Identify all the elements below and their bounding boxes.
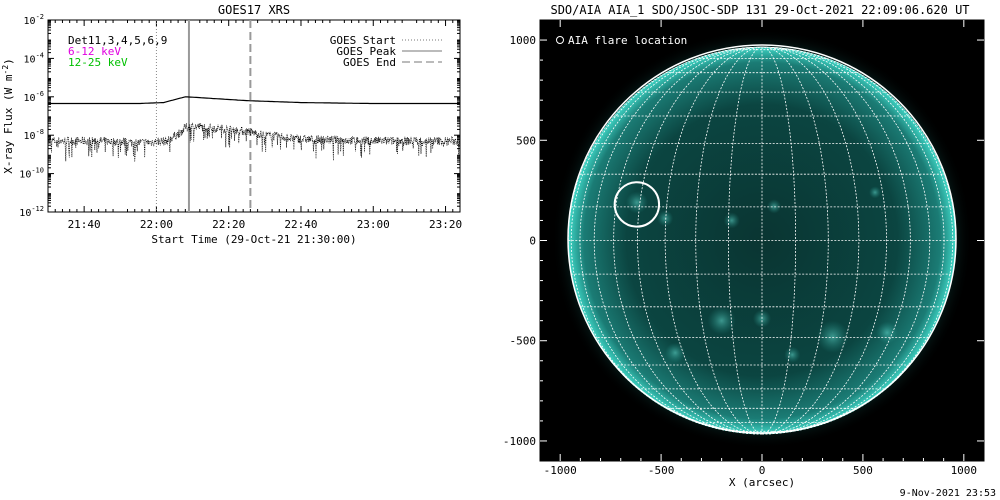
goes-y-tick-label: 10-10 <box>19 167 44 181</box>
goes-x-tick-label: 22:40 <box>284 218 317 231</box>
goes-y-tick-label: 10-12 <box>19 205 44 219</box>
legend-goes-end: GOES End <box>343 56 396 69</box>
goes-event-markers <box>155 20 252 212</box>
aia-bright-region <box>767 199 782 214</box>
aia-x-tick-label: 0 <box>759 464 766 477</box>
goes-x-tick-label: 21:40 <box>68 218 101 231</box>
goes-title: GOES17 XRS <box>218 3 290 17</box>
aia-bright-region <box>657 210 674 227</box>
aia-grid-meridian <box>664 46 763 435</box>
aia-x-tick-label: -500 <box>648 464 675 477</box>
goes-ylabel-sup: -2 <box>1 65 10 75</box>
legend-low-energy: 6-12 keV <box>68 45 121 58</box>
aia-grid-meridian <box>761 46 945 435</box>
aia-grid-meridian <box>761 46 829 435</box>
footer-timestamp: 9-Nov-2021 23:53 <box>900 488 996 499</box>
aia-axes: -1000 -500 0 500 1000 -1000 -500 0 500 1000 <box>503 20 984 477</box>
aia-bright-region <box>868 186 882 199</box>
aia-grid-meridian <box>570 46 763 435</box>
aia-bright-region <box>723 212 740 229</box>
goes-y-tick-label: 10-2 <box>24 13 44 27</box>
aia-grid-meridian <box>695 46 763 435</box>
aia-x-tick-label: -1000 <box>544 464 577 477</box>
aia-grid-meridian <box>761 46 796 435</box>
aia-grid-meridian <box>761 46 954 435</box>
aia-bright-region <box>665 342 686 363</box>
aia-legend-circle-icon <box>556 36 564 44</box>
goes-series-group <box>48 96 460 162</box>
goes-ylabel: X-ray Flux (W m-2) <box>1 58 15 174</box>
aia-title: SDO/AIA AIA_1 SDO/JSOC-SDP 131 29-Oct-20… <box>550 3 969 17</box>
goes-x-axis: 21:40 22:00 22:20 22:40 23:00 23:20 <box>54 20 462 231</box>
aia-y-tick-label: -500 <box>510 335 537 348</box>
aia-bright-regions <box>625 186 899 363</box>
aia-legend-text: AIA flare location <box>568 34 687 47</box>
goes-long-channel-line <box>48 96 460 105</box>
aia-grid-meridian <box>761 46 911 435</box>
aia-grid-meridian <box>579 46 763 435</box>
aia-grid-meridian <box>637 46 763 435</box>
aia-x-tick-label: 1000 <box>951 464 978 477</box>
goes-ylabel-close: ) <box>2 58 15 65</box>
legend-detectors: Det11,3,4,5,6,9 <box>68 34 167 47</box>
aia-grid-meridian <box>728 46 763 435</box>
goes-y-axis: 10-2 10-4 10-6 10-8 10-10 10-12 <box>19 13 460 219</box>
legend-goes-start: GOES Start <box>330 34 396 47</box>
aia-grid-meridian <box>613 46 763 435</box>
aia-flare-location-circle <box>613 181 661 228</box>
aia-y-tick-label: 500 <box>516 134 536 147</box>
goes-short-channel-line <box>48 122 460 162</box>
legend-goes-peak: GOES Peak <box>336 45 396 58</box>
goes-x-tick-label: 22:00 <box>140 218 173 231</box>
aia-bright-region <box>876 321 899 344</box>
aia-bright-region <box>784 346 801 363</box>
aia-grid-meridian <box>761 46 931 435</box>
aia-x-tick-label: 500 <box>853 464 873 477</box>
goes-x-tick-label: 23:20 <box>429 218 462 231</box>
aia-bright-region <box>707 306 736 335</box>
legend-high-energy: 12-25 keV <box>68 56 128 69</box>
goes-ylabel-text: X-ray Flux (W m <box>2 74 15 174</box>
aia-grid-meridian <box>761 46 887 435</box>
goes-plot-frame <box>47 19 461 213</box>
goes-y-tick-label: 10-4 <box>24 51 44 65</box>
goes-y-tick-label: 10-6 <box>24 90 44 104</box>
aia-grid-meridian <box>761 46 860 435</box>
goes-x-tick-label: 22:20 <box>212 218 245 231</box>
goes-y-tick-label: 10-8 <box>24 128 44 142</box>
aia-y-tick-label: 1000 <box>510 34 537 47</box>
aia-bright-region <box>625 191 648 214</box>
aia-y-tick-label: 0 <box>529 235 536 248</box>
goes-xlabel: Start Time (29-Oct-21 21:30:00) <box>151 233 356 246</box>
aia-y-tick-label: -1000 <box>503 435 536 448</box>
aia-limb-outline <box>567 44 957 434</box>
goes-x-tick-label: 23:00 <box>357 218 390 231</box>
aia-grid-meridian <box>593 46 763 435</box>
aia-bright-region <box>816 320 849 353</box>
aia-xlabel: X (arcsec) <box>729 476 795 489</box>
aia-heliographic-grid <box>568 46 956 435</box>
